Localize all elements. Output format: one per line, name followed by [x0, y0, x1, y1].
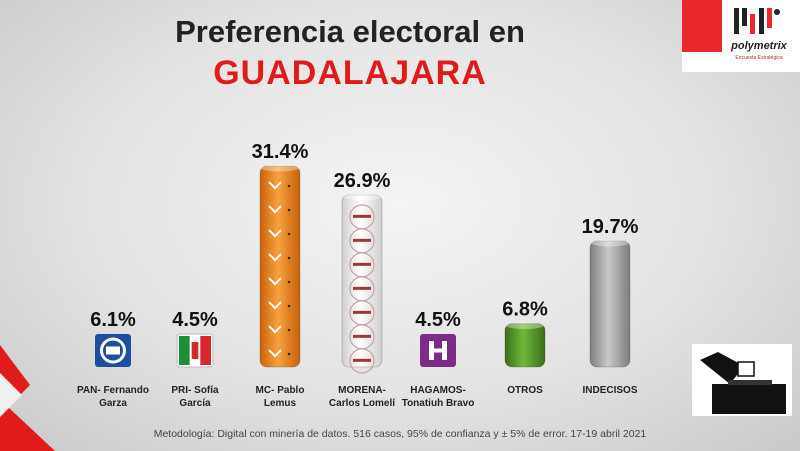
chart-title: Preferencia electoral en — [175, 14, 525, 49]
bar-2 — [259, 164, 301, 368]
value-label-1: 4.5% — [172, 309, 218, 331]
bar-6 — [589, 239, 631, 368]
category-label-5: OTROS — [507, 385, 543, 396]
value-label-2: 31.4% — [252, 141, 309, 163]
category-label-0: PAN- Fernando Garza — [77, 385, 149, 409]
methodology-note: Metodología: Digital con minería de dato… — [153, 428, 647, 440]
value-label-0: 6.1% — [90, 309, 136, 331]
corner-decoration — [0, 345, 55, 451]
bar-4 — [420, 334, 456, 367]
category-label-1: PRI- Sofía García — [171, 385, 219, 409]
logo-tagline: Encuesta Estratégica — [735, 55, 783, 61]
category-label-6: INDECISOS — [582, 385, 637, 396]
chart-subtitle: GUADALAJARA — [213, 54, 487, 92]
logo-red-block — [682, 0, 722, 52]
logo-brand: polymetrix — [731, 40, 787, 52]
bar-0 — [95, 334, 131, 367]
bar-3 — [341, 193, 383, 374]
value-label-6: 19.7% — [582, 216, 639, 238]
value-label-4: 4.5% — [415, 309, 461, 331]
polymetrix-logo: polymetrix Encuesta Estratégica — [682, 0, 800, 72]
logo-mark-icon — [734, 8, 780, 34]
category-label-4: HAGAMOS-Tonatiuh Bravo — [402, 385, 475, 409]
bar-5 — [504, 321, 546, 368]
ballot-box-image — [692, 344, 792, 416]
bar-1 — [176, 333, 214, 368]
value-label-5: 6.8% — [502, 298, 548, 320]
value-label-3: 26.9% — [334, 170, 391, 192]
category-label-3: MORENA-Carlos Lomelí — [329, 385, 396, 409]
category-label-2: MC- Pablo Lemus — [256, 385, 305, 409]
